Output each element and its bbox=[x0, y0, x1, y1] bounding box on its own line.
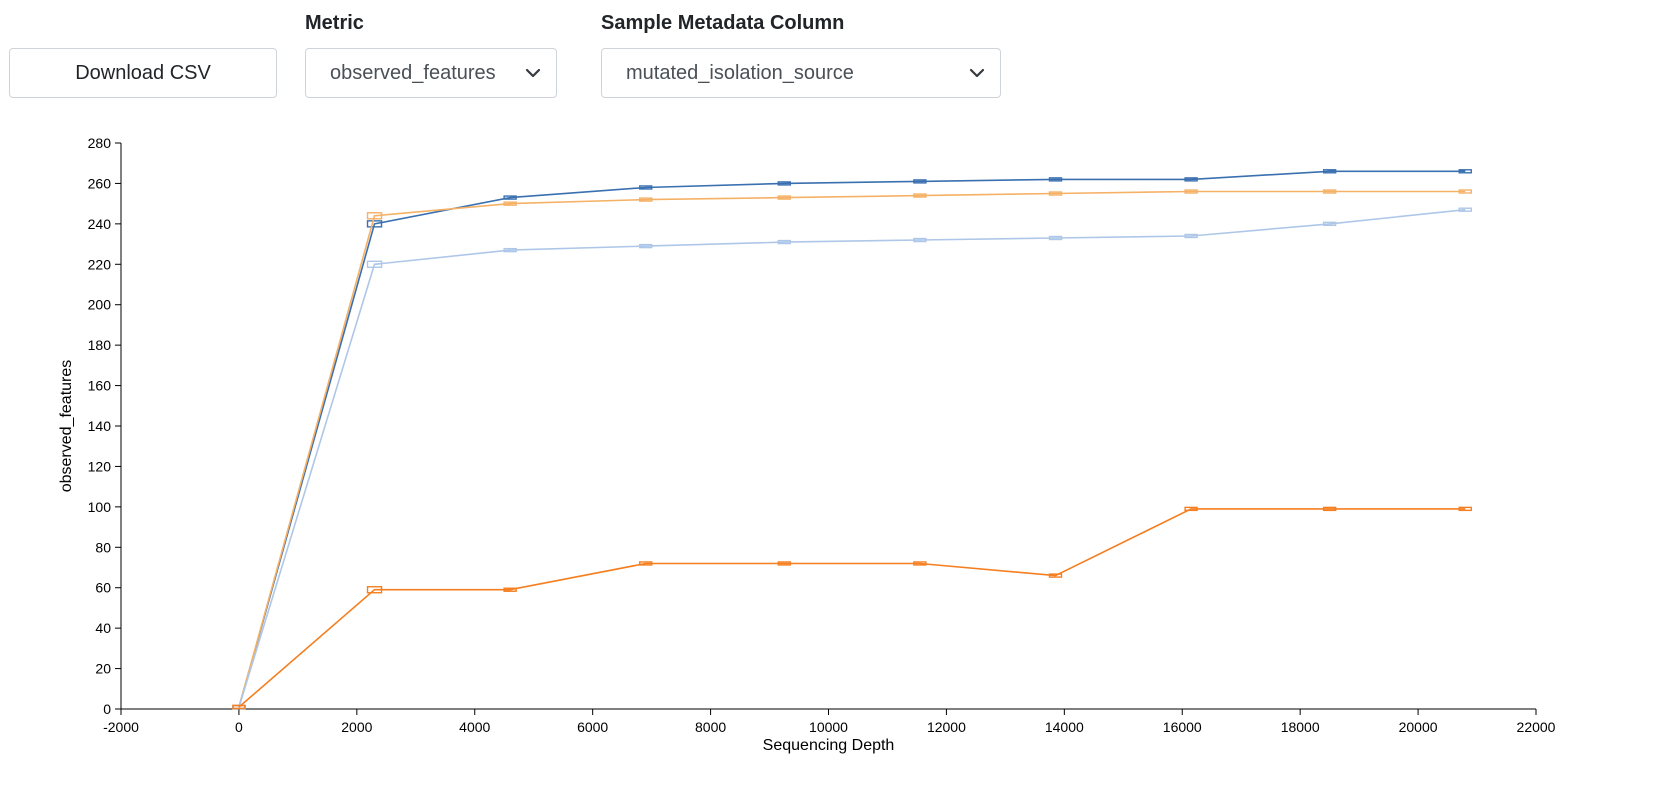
y-tick-label: 260 bbox=[88, 175, 112, 191]
y-axis: 0 20 40 60 80 100 120 140 160 180 200 220 240 260 280 bbox=[88, 135, 122, 717]
data-point bbox=[777, 181, 791, 186]
series-line bbox=[238, 190, 1466, 708]
x-axis-title: Sequencing Depth bbox=[763, 737, 895, 754]
data-point bbox=[913, 237, 927, 243]
series-4 bbox=[232, 506, 1472, 710]
y-tick-label: 60 bbox=[95, 580, 111, 596]
y-tick-label: 0 bbox=[103, 701, 111, 717]
x-tick-label: 8000 bbox=[695, 719, 726, 735]
series-line bbox=[238, 208, 1466, 708]
data-point bbox=[913, 179, 927, 184]
data-point bbox=[1458, 207, 1472, 212]
series-1 bbox=[232, 169, 1472, 710]
metric-select-value: observed_features bbox=[330, 62, 496, 84]
data-point bbox=[1184, 177, 1198, 182]
data-point bbox=[366, 260, 383, 268]
data-point bbox=[639, 197, 653, 202]
data-point bbox=[503, 247, 517, 253]
data-point bbox=[777, 195, 791, 200]
x-axis: -2000 0 2000 4000 6000 8000 10000 12000 14000 160… bbox=[103, 708, 1556, 735]
series-3 bbox=[232, 207, 1472, 710]
series-line bbox=[238, 170, 1466, 708]
data-point bbox=[1322, 221, 1337, 227]
data-point bbox=[1048, 235, 1063, 241]
x-tick-label: 10000 bbox=[809, 719, 848, 735]
data-point bbox=[639, 561, 653, 566]
data-point bbox=[503, 201, 517, 206]
data-point bbox=[1184, 233, 1198, 239]
data-point bbox=[503, 195, 517, 200]
x-tick-label: 20000 bbox=[1399, 719, 1438, 735]
x-tick-label: 14000 bbox=[1045, 719, 1084, 735]
y-tick-label: 160 bbox=[88, 378, 112, 394]
x-tick-label: 0 bbox=[235, 719, 243, 735]
data-point bbox=[1184, 189, 1198, 194]
data-point bbox=[777, 239, 791, 245]
y-tick-label: 40 bbox=[95, 620, 111, 636]
metric-label: Metric bbox=[305, 12, 364, 34]
metadata-column-select-value: mutated_isolation_source bbox=[626, 62, 854, 84]
chevron-down-icon bbox=[969, 68, 985, 78]
y-tick-label: 20 bbox=[95, 661, 111, 677]
series-line bbox=[238, 508, 1466, 708]
data-point bbox=[1184, 506, 1198, 512]
data-point bbox=[1048, 191, 1063, 196]
y-tick-label: 100 bbox=[88, 499, 112, 515]
download-csv-button[interactable]: Download CSV bbox=[9, 48, 277, 98]
series-layer bbox=[232, 169, 1472, 710]
x-tick-label: 18000 bbox=[1281, 719, 1320, 735]
x-tick-label: 22000 bbox=[1517, 719, 1556, 735]
data-point bbox=[503, 587, 517, 592]
data-point bbox=[366, 586, 383, 594]
data-point bbox=[1322, 506, 1337, 512]
metadata-column-select[interactable]: mutated_isolation_source bbox=[601, 48, 1001, 98]
data-point bbox=[1322, 169, 1337, 174]
metadata-column-label: Sample Metadata Column bbox=[601, 12, 845, 34]
controls-bar: Download CSV Metric observed_features Sa… bbox=[0, 0, 1663, 110]
data-point bbox=[1048, 177, 1063, 182]
data-point bbox=[777, 561, 791, 566]
x-tick-label: -2000 bbox=[103, 719, 139, 735]
x-tick-label: 4000 bbox=[459, 719, 490, 735]
x-tick-label: 16000 bbox=[1163, 719, 1202, 735]
metric-select[interactable]: observed_features bbox=[305, 48, 557, 98]
y-tick-label: 240 bbox=[88, 216, 112, 232]
y-tick-label: 80 bbox=[95, 539, 111, 555]
data-point bbox=[1458, 169, 1472, 174]
y-tick-label: 120 bbox=[88, 458, 112, 474]
y-tick-label: 200 bbox=[88, 297, 112, 313]
data-point bbox=[913, 193, 927, 198]
data-point bbox=[639, 185, 653, 190]
data-point bbox=[913, 561, 927, 566]
data-point bbox=[1458, 189, 1472, 194]
y-tick-label: 280 bbox=[88, 135, 112, 151]
data-point bbox=[639, 243, 653, 249]
x-tick-label: 12000 bbox=[927, 719, 966, 735]
y-axis-title: observed_features bbox=[58, 360, 75, 493]
y-tick-label: 220 bbox=[88, 256, 112, 272]
y-tick-label: 180 bbox=[88, 337, 112, 353]
data-point bbox=[232, 704, 246, 710]
data-point bbox=[1048, 573, 1063, 578]
x-tick-label: 6000 bbox=[577, 719, 608, 735]
rarefaction-chart: -2000 0 2000 4000 6000 8000 10000 12000 14000 160… bbox=[58, 135, 1556, 754]
x-tick-label: 2000 bbox=[341, 719, 372, 735]
data-point bbox=[366, 212, 383, 220]
y-tick-label: 140 bbox=[88, 418, 112, 434]
series-2 bbox=[232, 189, 1472, 710]
chevron-down-icon bbox=[525, 68, 541, 78]
data-point bbox=[366, 220, 383, 228]
data-point bbox=[1458, 506, 1472, 512]
data-point bbox=[1322, 189, 1337, 194]
